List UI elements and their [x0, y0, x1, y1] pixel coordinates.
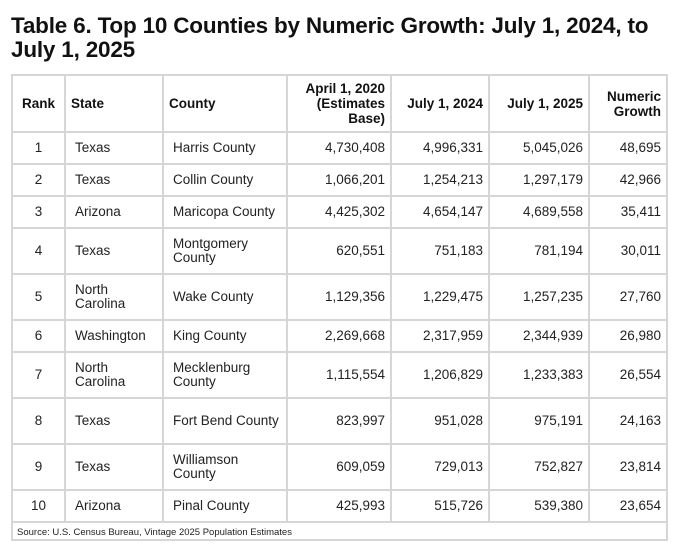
cell-numeric-growth: 24,163	[588, 397, 666, 445]
cell-july-2025: 2,344,939	[488, 319, 590, 353]
source-row: Source: U.S. Census Bureau, Vintage 2025…	[13, 521, 666, 542]
cell-state: Arizona	[64, 489, 164, 523]
cell-rank: 5	[13, 273, 66, 321]
table-row: 3 Arizona Maricopa County 4,425,302 4,65…	[13, 195, 666, 229]
cell-numeric-growth: 42,966	[588, 163, 666, 197]
cell-county: Fort Bend County	[162, 397, 288, 445]
cell-county: Montgomery County	[162, 227, 288, 275]
header-july-2024: July 1, 2024	[390, 76, 490, 133]
table-row: 7 North Carolina Mecklenburg County 1,11…	[13, 351, 666, 399]
cell-july-2024: 729,013	[390, 443, 490, 491]
table-row: 9 Texas Williamson County 609,059 729,01…	[13, 443, 666, 491]
source-note: Source: U.S. Census Bureau, Vintage 2025…	[13, 521, 666, 542]
cell-july-2025: 4,689,558	[488, 195, 590, 229]
cell-july-2024: 751,183	[390, 227, 490, 275]
cell-july-2025: 975,191	[488, 397, 590, 445]
data-table: Rank State County April 1, 2020 (Estimat…	[13, 76, 666, 542]
cell-state: Texas	[64, 163, 164, 197]
table-row: 10 Arizona Pinal County 425,993 515,726 …	[13, 489, 666, 523]
cell-state: Texas	[64, 443, 164, 491]
cell-july-2025: 1,257,235	[488, 273, 590, 321]
cell-rank: 4	[13, 227, 66, 275]
cell-numeric-growth: 27,760	[588, 273, 666, 321]
table-row: 8 Texas Fort Bend County 823,997 951,028…	[13, 397, 666, 445]
header-july-2025: July 1, 2025	[488, 76, 590, 133]
cell-july-2024: 1,229,475	[390, 273, 490, 321]
cell-july-2025: 539,380	[488, 489, 590, 523]
cell-july-2024: 515,726	[390, 489, 490, 523]
cell-estimates-base: 1,115,554	[286, 351, 392, 399]
cell-rank: 3	[13, 195, 66, 229]
cell-estimates-base: 823,997	[286, 397, 392, 445]
table-row: 6 Washington King County 2,269,668 2,317…	[13, 319, 666, 353]
cell-estimates-base: 620,551	[286, 227, 392, 275]
cell-rank: 10	[13, 489, 66, 523]
cell-county: Collin County	[162, 163, 288, 197]
cell-numeric-growth: 35,411	[588, 195, 666, 229]
cell-rank: 8	[13, 397, 66, 445]
cell-county: Harris County	[162, 131, 288, 165]
header-rank: Rank	[13, 76, 66, 133]
cell-numeric-growth: 26,554	[588, 351, 666, 399]
cell-county: Williamson County	[162, 443, 288, 491]
cell-estimates-base: 1,066,201	[286, 163, 392, 197]
table-row: 1 Texas Harris County 4,730,408 4,996,33…	[13, 131, 666, 165]
cell-state: Arizona	[64, 195, 164, 229]
cell-county: Wake County	[162, 273, 288, 321]
cell-july-2024: 4,654,147	[390, 195, 490, 229]
cell-state: North Carolina	[64, 273, 164, 321]
cell-numeric-growth: 26,980	[588, 319, 666, 353]
cell-state: Texas	[64, 227, 164, 275]
cell-july-2024: 4,996,331	[390, 131, 490, 165]
cell-rank: 7	[13, 351, 66, 399]
cell-estimates-base: 609,059	[286, 443, 392, 491]
cell-july-2025: 1,233,383	[488, 351, 590, 399]
cell-numeric-growth: 48,695	[588, 131, 666, 165]
cell-estimates-base: 2,269,668	[286, 319, 392, 353]
cell-rank: 2	[13, 163, 66, 197]
header-numeric-growth: Numeric Growth	[588, 76, 666, 133]
cell-july-2024: 1,254,213	[390, 163, 490, 197]
cell-numeric-growth: 23,814	[588, 443, 666, 491]
table-row: 4 Texas Montgomery County 620,551 751,18…	[13, 227, 666, 275]
cell-state: Texas	[64, 131, 164, 165]
cell-county: King County	[162, 319, 288, 353]
header-estimates-base: April 1, 2020 (Estimates Base)	[286, 76, 392, 133]
cell-numeric-growth: 30,011	[588, 227, 666, 275]
cell-numeric-growth: 23,654	[588, 489, 666, 523]
cell-state: North Carolina	[64, 351, 164, 399]
cell-estimates-base: 1,129,356	[286, 273, 392, 321]
cell-estimates-base: 4,425,302	[286, 195, 392, 229]
cell-july-2024: 951,028	[390, 397, 490, 445]
cell-county: Maricopa County	[162, 195, 288, 229]
cell-rank: 1	[13, 131, 66, 165]
data-table-container: Rank State County April 1, 2020 (Estimat…	[11, 74, 668, 542]
cell-county: Pinal County	[162, 489, 288, 523]
cell-state: Texas	[64, 397, 164, 445]
header-county: County	[162, 76, 288, 133]
cell-july-2024: 1,206,829	[390, 351, 490, 399]
header-row: Rank State County April 1, 2020 (Estimat…	[13, 76, 666, 133]
cell-estimates-base: 425,993	[286, 489, 392, 523]
cell-july-2025: 752,827	[488, 443, 590, 491]
cell-july-2025: 781,194	[488, 227, 590, 275]
page-title: Table 6. Top 10 Counties by Numeric Grow…	[11, 13, 649, 62]
cell-county: Mecklenburg County	[162, 351, 288, 399]
cell-estimates-base: 4,730,408	[286, 131, 392, 165]
cell-rank: 9	[13, 443, 66, 491]
cell-july-2024: 2,317,959	[390, 319, 490, 353]
cell-july-2025: 1,297,179	[488, 163, 590, 197]
table-row: 5 North Carolina Wake County 1,129,356 1…	[13, 273, 666, 321]
cell-july-2025: 5,045,026	[488, 131, 590, 165]
cell-state: Washington	[64, 319, 164, 353]
table-row: 2 Texas Collin County 1,066,201 1,254,21…	[13, 163, 666, 197]
cell-rank: 6	[13, 319, 66, 353]
header-state: State	[64, 76, 164, 133]
